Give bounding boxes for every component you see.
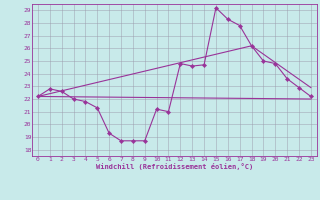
X-axis label: Windchill (Refroidissement éolien,°C): Windchill (Refroidissement éolien,°C) — [96, 163, 253, 170]
